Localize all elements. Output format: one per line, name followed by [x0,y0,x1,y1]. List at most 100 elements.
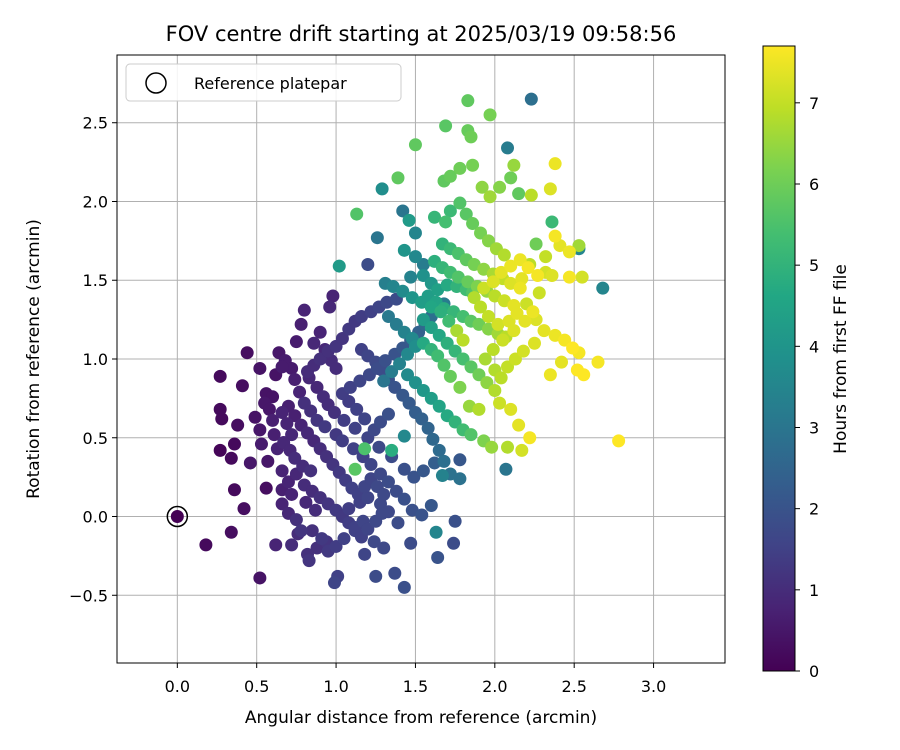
data-point [370,231,384,245]
data-point [404,536,418,550]
x-tick-label: 1.0 [323,677,348,696]
data-point [297,396,311,410]
data-point [389,317,403,331]
data-point [408,226,422,240]
data-point [499,462,513,476]
data-point [545,269,559,283]
data-point [372,440,386,454]
y-tick-label: 0.0 [83,508,108,527]
data-point [385,365,399,379]
data-point [575,270,589,284]
data-point [554,355,568,369]
data-point [504,402,518,416]
x-tick-label: 0.0 [165,677,190,696]
colorbar-tick-label: 5 [809,256,819,275]
data-point [453,161,467,175]
data-point [370,361,384,375]
data-point [361,491,375,505]
data-point [327,576,341,590]
data-point [299,495,313,509]
data-point [448,344,462,358]
data-point [466,217,480,231]
data-point [443,369,457,383]
data-point [443,169,457,183]
y-tick-label: 0.5 [83,429,108,448]
data-point [467,291,481,305]
data-point [443,204,457,218]
data-point [378,354,392,368]
data-point [397,429,411,443]
reference-marker [166,505,189,528]
data-point [199,538,213,552]
data-point [591,355,605,369]
data-point [289,513,303,527]
data-point [474,300,488,314]
data-point [224,525,238,539]
data-point [447,536,461,550]
data-point [480,376,494,390]
data-point [347,442,361,456]
data-point [472,402,486,416]
legend-box [125,63,402,102]
data-point [464,130,478,144]
data-point [377,374,391,388]
data-point [227,437,241,451]
data-point [545,215,559,229]
data-point [315,532,329,546]
data-point [485,440,499,454]
data-point [502,314,516,328]
data-point [261,454,275,468]
data-point [513,281,527,295]
data-point [240,346,254,360]
data-point [493,180,507,194]
data-point [596,281,610,295]
data-point [494,265,508,279]
data-point [493,396,507,410]
data-point [348,462,362,476]
data-point [397,492,411,506]
data-point [391,171,405,185]
data-point [266,413,280,427]
data-point [562,245,576,259]
reference-ring [166,505,189,528]
data-point [512,418,526,432]
data-point [231,418,245,432]
data-point [437,454,451,468]
data-point [358,547,372,561]
data-point [275,406,289,420]
data-point [393,357,407,371]
data-point [304,464,318,478]
reference-point [170,510,184,524]
data-point [288,372,302,386]
data-point [416,257,430,271]
data-point [397,580,411,594]
data-point [416,384,430,398]
data-point [335,332,349,346]
colorbar-tick-label: 2 [809,500,819,519]
colorbar-tick-label: 7 [809,94,819,113]
data-point [401,368,415,382]
data-point [529,237,543,251]
data-point [483,190,497,204]
data-point [237,502,251,516]
x-tick-label: 2.0 [482,677,507,696]
data-point [448,415,462,429]
data-point [507,158,521,172]
data-point [504,259,518,273]
data-point [243,456,257,470]
data-point [402,213,416,227]
data-point [269,538,283,552]
data-point [424,498,438,512]
data-point [528,336,542,350]
data-point [486,343,500,357]
data-point [501,360,515,374]
data-point [427,210,441,224]
data-point [577,368,591,382]
colorbar-frame [762,45,796,672]
data-point [424,391,438,405]
data-point [431,349,445,363]
data-point [402,396,416,410]
data-point [539,250,553,264]
